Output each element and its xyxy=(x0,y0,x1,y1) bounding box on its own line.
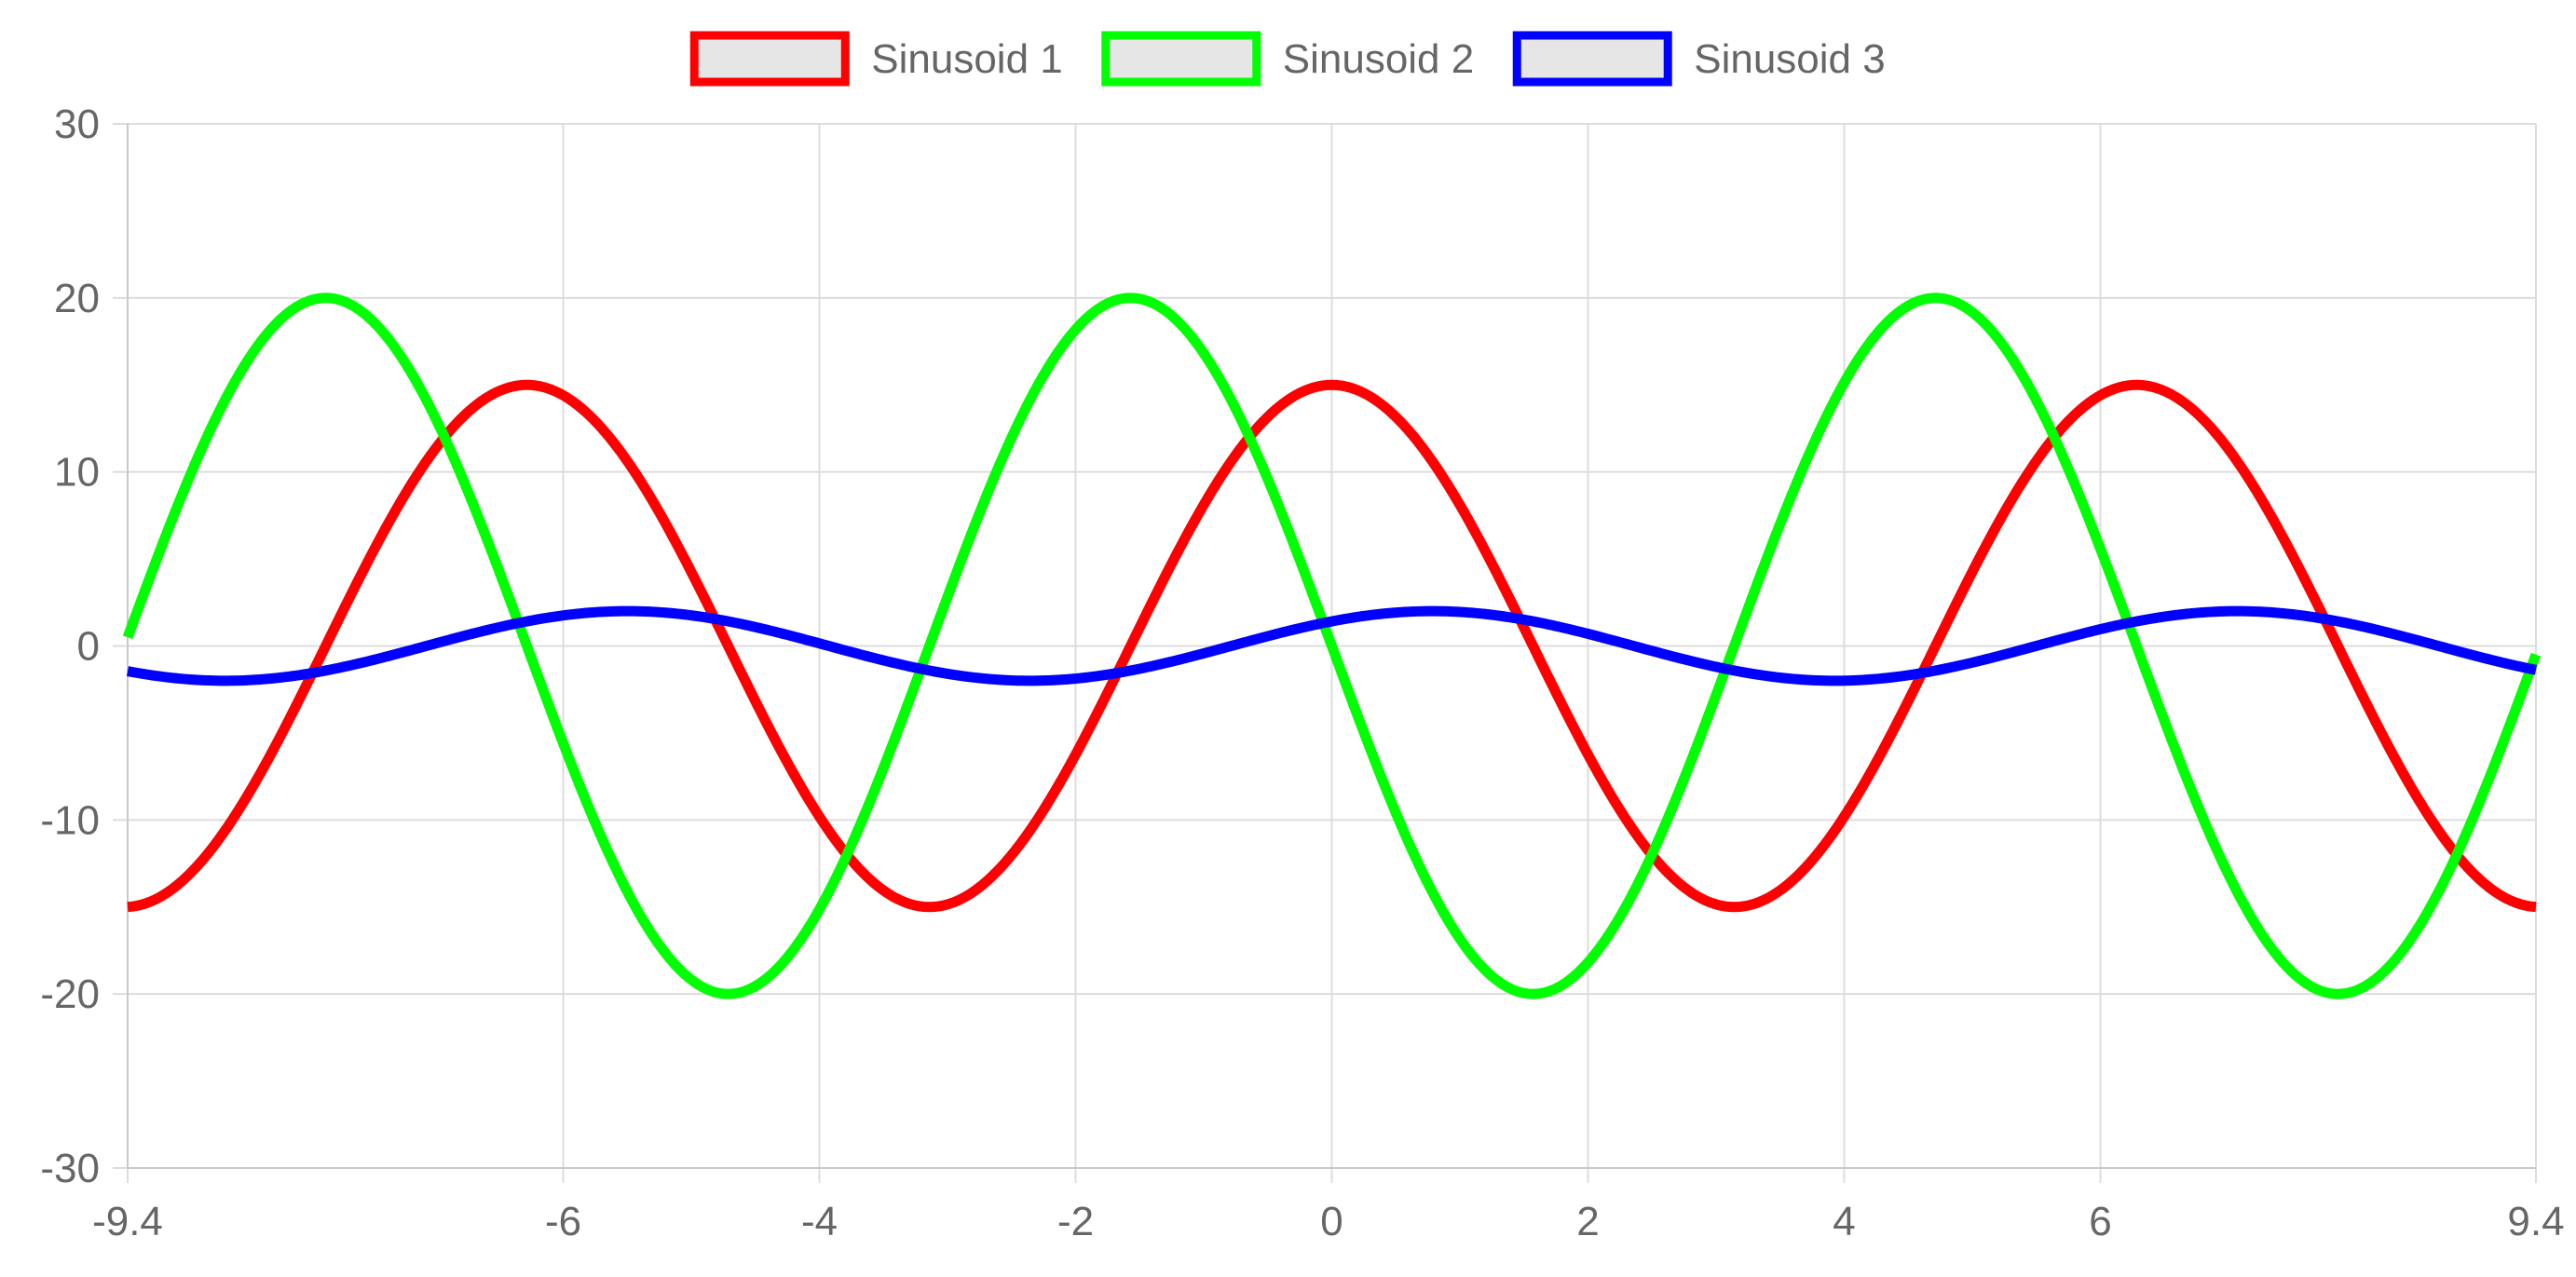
y-tick-label: 10 xyxy=(54,450,100,496)
legend-item-2[interactable]: Sinusoid 2 xyxy=(1101,31,1474,87)
legend-swatch xyxy=(689,31,850,87)
grid-lines xyxy=(113,123,2537,1183)
series-line-3 xyxy=(126,605,2538,686)
y-tick-label: 20 xyxy=(54,276,100,321)
x-tick-label: 4 xyxy=(1833,1199,1855,1244)
series-lines xyxy=(122,292,2542,999)
series-line-2 xyxy=(122,292,2542,999)
legend-label: Sinusoid 2 xyxy=(1283,36,1474,82)
y-tick-label: -20 xyxy=(40,971,100,1017)
legend: Sinusoid 1 Sinusoid 2 Sinusoid 3 xyxy=(689,31,1886,87)
y-tick-label: 30 xyxy=(54,102,100,147)
legend-swatch xyxy=(1101,31,1261,87)
legend-item-3[interactable]: Sinusoid 3 xyxy=(1512,31,1886,87)
y-axis-tick-labels: 30 20 10 0 -10 -20 -30 xyxy=(40,102,100,1191)
x-tick-label: 0 xyxy=(1320,1199,1343,1244)
legend-swatch xyxy=(1512,31,1672,87)
y-tick-label: -10 xyxy=(40,797,100,843)
y-tick-label: 0 xyxy=(77,624,100,670)
x-tick-label: 2 xyxy=(1576,1199,1599,1244)
x-tick-label: -6 xyxy=(545,1199,581,1244)
series-line-1 xyxy=(126,379,2538,913)
x-tick-label: 6 xyxy=(2089,1199,2111,1244)
legend-item-1[interactable]: Sinusoid 1 xyxy=(689,31,1063,87)
x-tick-label: 9.4 xyxy=(2507,1199,2564,1244)
axes xyxy=(127,124,2536,1169)
legend-label: Sinusoid 1 xyxy=(871,36,1062,82)
x-axis-tick-labels: -9.4 -6 -4 -2 0 2 4 6 9.4 xyxy=(92,1199,2565,1244)
legend-label: Sinusoid 3 xyxy=(1694,36,1885,82)
y-tick-label: -30 xyxy=(40,1146,100,1191)
x-tick-label: -4 xyxy=(801,1199,838,1244)
x-tick-label: -9.4 xyxy=(92,1199,163,1244)
x-tick-label: -2 xyxy=(1057,1199,1094,1244)
